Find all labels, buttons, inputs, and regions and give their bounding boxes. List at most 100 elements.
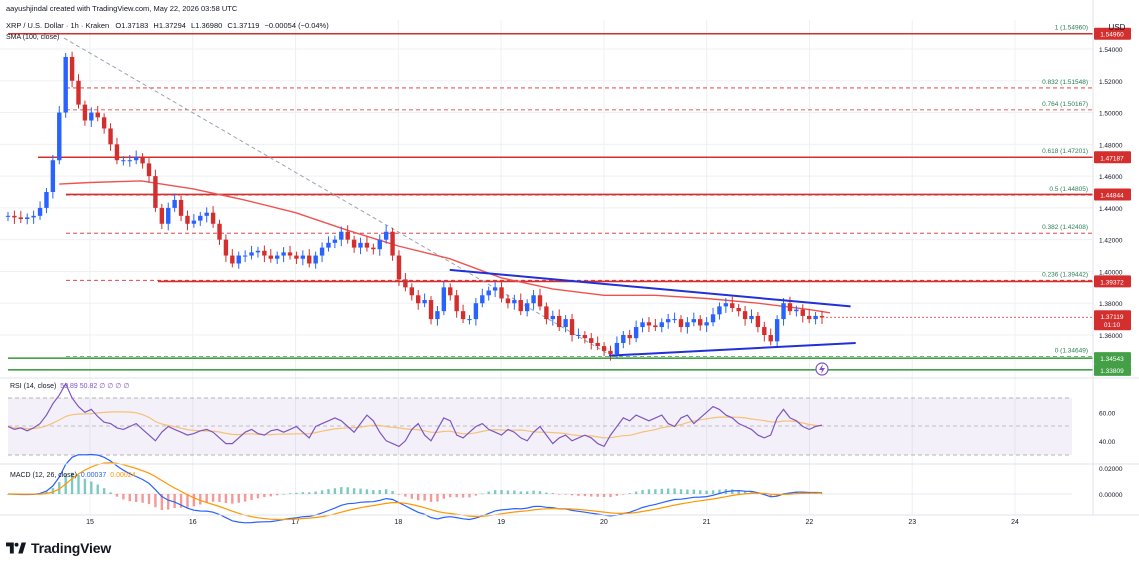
candle: [236, 251, 241, 269]
candle-body: [698, 319, 703, 326]
candle: [595, 336, 600, 351]
candle: [31, 210, 36, 224]
price-tick-label: 1.44000: [1099, 206, 1123, 213]
macd-hist-bar: [660, 488, 663, 494]
symbol-name[interactable]: XRP / U.S. Dollar · 1h · Kraken: [6, 21, 109, 30]
macd-hist-bar: [269, 494, 272, 497]
candle: [300, 250, 306, 266]
lower-trendline[interactable]: [608, 341, 856, 357]
time-tick-label: 22: [806, 519, 814, 526]
macd-hist-bar: [558, 494, 561, 495]
price-tick-label: 1.54000: [1099, 47, 1123, 54]
candle: [159, 203, 165, 230]
candle-body: [217, 223, 222, 240]
macd-hist-bar: [128, 494, 131, 502]
candle: [121, 156, 126, 166]
candle: [704, 317, 709, 332]
candle-body: [351, 239, 357, 248]
candle-body: [576, 335, 581, 336]
candle: [774, 315, 780, 347]
candle: [101, 113, 107, 134]
candle-body: [691, 319, 697, 323]
candle: [178, 195, 184, 222]
candle-body: [665, 319, 671, 323]
macd-hist-bar: [551, 493, 555, 494]
price-tick-label: 1.50000: [1099, 111, 1123, 118]
candle-body: [544, 306, 549, 320]
candle: [172, 193, 177, 212]
candle: [524, 299, 530, 317]
macd-hist-bar: [115, 494, 119, 497]
candle: [755, 311, 761, 333]
macd-hist-bar: [699, 490, 702, 494]
candle: [762, 321, 767, 342]
macd-hist-bar: [327, 489, 330, 494]
brand-footer[interactable]: TradingView: [6, 540, 111, 556]
price-tag: 1.47187: [1094, 151, 1131, 164]
macd-hist-bar: [705, 490, 708, 494]
candle: [57, 106, 62, 165]
macd-hist-bar: [596, 494, 599, 497]
candle: [274, 251, 280, 264]
candle: [601, 342, 607, 357]
macd-hist-bar: [275, 494, 279, 496]
candle: [44, 188, 49, 214]
candle-body: [31, 215, 36, 218]
fib-label: 0.832 (1.51548): [1042, 79, 1088, 86]
ohlc-l-label: L: [191, 21, 195, 30]
candle: [390, 227, 395, 261]
candle: [108, 123, 113, 151]
rsi-legend-label[interactable]: RSI (14, close) 50.89 50.82 ∅ ∅ ∅ ∅: [10, 383, 129, 390]
candle: [319, 242, 325, 263]
macd-hist-bar: [77, 474, 80, 494]
macd-hist-bar: [615, 494, 619, 496]
candle: [409, 283, 414, 301]
candle: [63, 52, 68, 118]
symbol-title[interactable]: XRP / U.S. Dollar · 1h · Kraken O1.37183…: [6, 21, 329, 30]
time-tick-label: 18: [394, 519, 402, 526]
ohlc-h-label: H: [153, 21, 158, 30]
macd-legend-label[interactable]: MACD (12, 26, close) 0.00037 0.00024: [10, 472, 136, 479]
candle: [454, 290, 459, 318]
price-tag-bg: [1094, 363, 1131, 376]
candle: [127, 154, 132, 167]
alert-icon[interactable]: [815, 362, 829, 376]
macd-tick-label: 0.02000: [1099, 466, 1123, 473]
macd-hist-bar: [320, 490, 324, 494]
macd-hist-bar: [769, 494, 772, 497]
macd-hist-bar: [743, 491, 747, 494]
rsi-values: 50.89 50.82 ∅ ∅ ∅ ∅: [60, 383, 129, 390]
macd-hist-bar: [109, 492, 112, 494]
macd-hist-bar: [122, 494, 125, 500]
candle-body: [441, 287, 447, 312]
candle: [191, 214, 197, 228]
macd-hist-bar: [199, 494, 202, 505]
candle: [140, 153, 145, 169]
candle-body: [749, 315, 754, 320]
candle: [217, 219, 222, 245]
candle-body: [717, 306, 722, 315]
candle-body: [242, 255, 248, 257]
candle-body: [262, 250, 267, 256]
price-tags: 1.54960 1.47187 1.44844 1.39372 1.34543 1.338…: [826, 27, 1131, 376]
ohlc-open: 1.37183: [121, 21, 148, 30]
macd-hist-bar: [134, 494, 138, 502]
candle: [589, 332, 594, 350]
macd-hist-bar: [429, 494, 433, 502]
sma-legend-label[interactable]: SMA (100, close): [6, 34, 59, 41]
diagonal-dashed-trendline: [63, 37, 613, 357]
candle-body: [672, 319, 677, 321]
candle: [153, 169, 158, 212]
fib-label: 0.382 (1.42408): [1042, 224, 1088, 231]
macd-hist-bar: [333, 488, 337, 494]
trendlines[interactable]: [449, 268, 856, 357]
candle-body: [499, 287, 504, 299]
candle: [307, 249, 312, 268]
macd-hist-bar: [314, 491, 317, 494]
candle: [582, 331, 588, 344]
upper-trendline[interactable]: [449, 268, 851, 308]
candle: [544, 302, 549, 325]
rsi-label: RSI (14, close): [10, 383, 56, 390]
macd-hist-bar: [436, 494, 439, 502]
